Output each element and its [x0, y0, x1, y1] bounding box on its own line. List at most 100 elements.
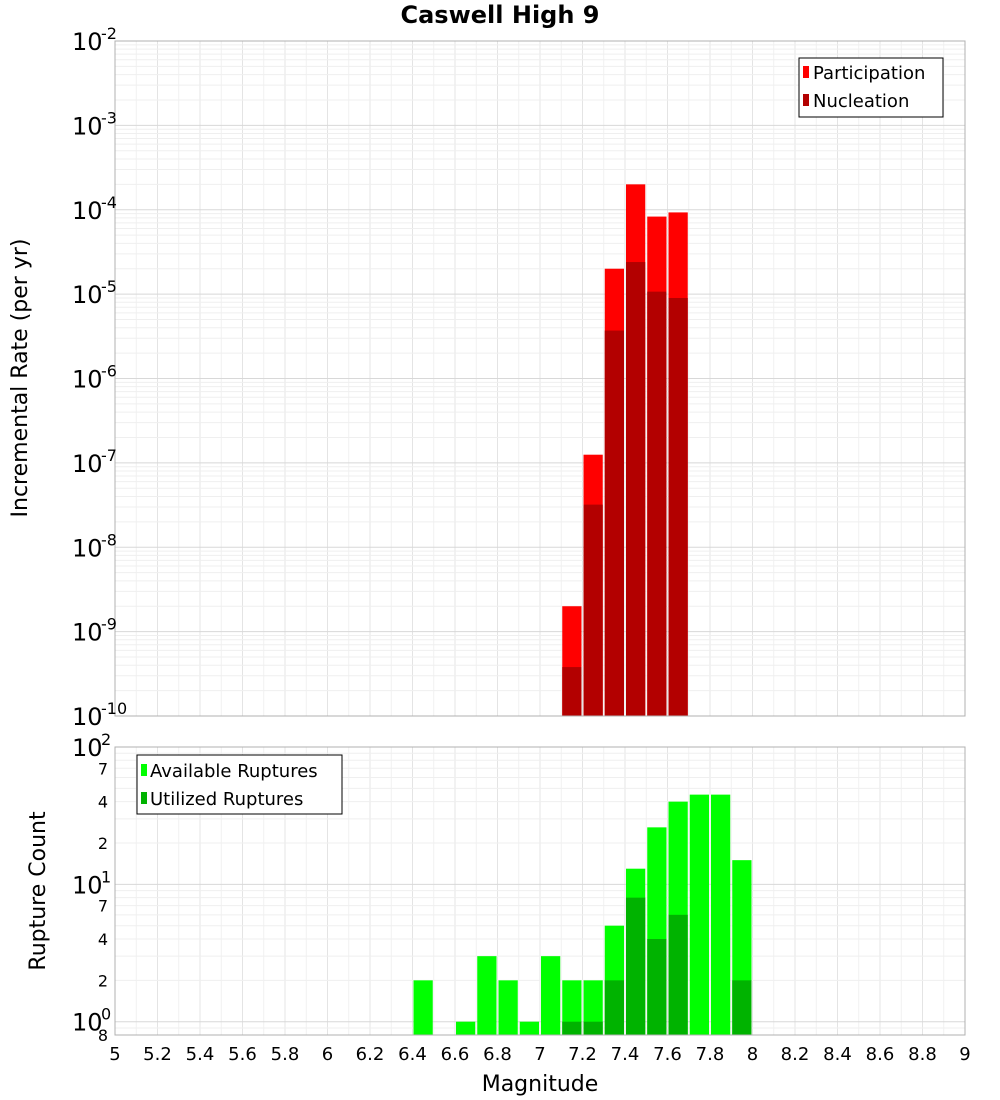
top-y-tick: 10-10 — [72, 699, 127, 731]
top-y-tick: 10-4 — [72, 193, 117, 225]
bottom-y-tick-exponent: 2 — [101, 730, 111, 749]
bottom-y-tick: 102 — [72, 730, 111, 762]
bottom-y-axis-label: Rupture Count — [26, 811, 51, 971]
bottom-y-tick: 4 — [98, 930, 108, 949]
x-tick-label: 8.6 — [866, 1044, 895, 1065]
bottom-y-tick: 100 — [72, 1005, 111, 1037]
top-y-tick: 10-2 — [72, 24, 117, 56]
utilized-ruptures-bar — [626, 897, 646, 1035]
bottom-y-tick: 4 — [98, 793, 108, 812]
x-tick-label: 8.8 — [908, 1044, 937, 1065]
top-y-tick: 10-8 — [72, 530, 117, 562]
bottom-y-tick-minor-label: 2 — [98, 971, 108, 990]
available-ruptures-bar — [583, 980, 603, 1035]
utilized-ruptures-legend-swatch — [141, 792, 147, 804]
bottom-y-tick-minor-label: 7 — [98, 897, 108, 916]
top-y-tick-base: 10 — [72, 366, 103, 394]
top-y-tick: 10-7 — [72, 446, 117, 478]
x-tick-label: 5 — [109, 1044, 120, 1065]
top-y-tick-base: 10 — [72, 703, 103, 731]
top-y-tick-exponent: -9 — [101, 615, 117, 634]
top-y-tick-exponent: -3 — [101, 108, 117, 127]
top-y-tick-exponent: -10 — [101, 699, 127, 718]
bottom-y-tick-exponent: 0 — [101, 1005, 111, 1024]
nucleation-legend-swatch — [803, 94, 809, 106]
top-y-tick-labels: 10-210-310-410-510-610-710-810-910-10 — [72, 24, 127, 731]
top-plot-grid — [114, 40, 966, 717]
x-tick-label: 7.8 — [696, 1044, 725, 1065]
bottom-y-tick-exponent: 1 — [101, 867, 111, 886]
x-tick-label: 6.4 — [398, 1044, 427, 1065]
available-ruptures-bar — [689, 794, 709, 1035]
bottom-y-tick: 7 — [98, 759, 108, 778]
bottom-y-tick-minor-label: 4 — [98, 930, 108, 949]
top-y-tick-base: 10 — [72, 450, 103, 478]
available-ruptures-bar — [541, 956, 561, 1035]
bottom-y-tick: 2 — [98, 834, 108, 853]
bottom-y-tick-base: 10 — [72, 871, 103, 899]
available-ruptures-bar — [711, 794, 731, 1035]
nucleation-bar — [626, 262, 646, 716]
bottom-y-tick-base: 10 — [72, 734, 103, 762]
x-tick-label: 6 — [322, 1044, 333, 1065]
available-ruptures-bar — [456, 1021, 476, 1035]
x-tick-label: 5.2 — [143, 1044, 172, 1065]
bottom-legend: Available Ruptures Utilized Ruptures — [136, 754, 343, 815]
bottom-y-tick-minor-label: 8 — [98, 1026, 108, 1045]
bottom-plot-bars — [413, 794, 752, 1035]
x-tick-label: 8.4 — [823, 1044, 852, 1065]
x-tick-label: 7 — [534, 1044, 545, 1065]
bottom-y-tick-minor-label: 2 — [98, 834, 108, 853]
available-ruptures-bar — [498, 980, 518, 1035]
utilized-ruptures-bar — [647, 939, 667, 1035]
bottom-y-tick: 2 — [98, 971, 108, 990]
x-tick-label: 7.2 — [568, 1044, 597, 1065]
x-axis-label: Magnitude — [482, 1072, 599, 1097]
nucleation-bar — [562, 667, 582, 716]
x-tick-label: 7.4 — [611, 1044, 640, 1065]
x-tick-label: 6.6 — [441, 1044, 470, 1065]
top-y-tick: 10-5 — [72, 277, 117, 309]
top-y-tick-exponent: -8 — [101, 530, 117, 549]
x-tick-label: 7.6 — [653, 1044, 682, 1065]
top-y-tick-exponent: -5 — [101, 277, 117, 296]
top-y-axis-label: Incremental Rate (per yr) — [8, 239, 33, 518]
bottom-y-tick-minor-label: 7 — [98, 759, 108, 778]
available-ruptures-bar — [562, 980, 582, 1035]
available-ruptures-bar — [413, 980, 433, 1035]
available-ruptures-legend-swatch — [141, 764, 147, 776]
top-y-tick: 10-9 — [72, 615, 117, 647]
bottom-y-tick-base: 10 — [72, 1009, 103, 1037]
utilized-ruptures-bar — [604, 980, 624, 1035]
top-y-tick: 10-6 — [72, 362, 117, 394]
x-tick-label: 5.6 — [228, 1044, 257, 1065]
participation-legend-swatch — [803, 66, 809, 78]
top-plot-bars — [562, 184, 688, 717]
utilized-ruptures-bar — [583, 1021, 603, 1035]
x-tick-label: 8.2 — [781, 1044, 810, 1065]
top-y-tick-base: 10 — [72, 28, 103, 56]
bottom-y-tick: 7 — [98, 897, 108, 916]
nucleation-bar — [583, 504, 603, 716]
x-tick-labels: 5 5.2 5.4 5.6 5.8 6 6.2 6.4 6.6 6.8 7 7.2 7.4 7.6 7.8 8… — [109, 1044, 970, 1065]
bottom-plot-frame — [114, 746, 966, 1036]
utilized-ruptures-legend-label: Utilized Ruptures — [150, 789, 303, 810]
x-tick-label: 5.4 — [186, 1044, 215, 1065]
nucleation-bar — [604, 330, 624, 716]
top-y-tick: 10-3 — [72, 108, 117, 140]
top-y-tick-exponent: -6 — [101, 362, 117, 381]
top-y-tick-base: 10 — [72, 197, 103, 225]
top-y-tick-base: 10 — [72, 112, 103, 140]
participation-legend-label: Participation — [813, 63, 925, 84]
top-y-tick-exponent: -4 — [101, 193, 117, 212]
available-ruptures-legend-label: Available Ruptures — [150, 761, 318, 782]
top-y-tick-exponent: -7 — [101, 446, 117, 465]
bottom-y-tick-minor-label: 4 — [98, 793, 108, 812]
x-tick-label: 6.8 — [483, 1044, 512, 1065]
top-y-tick-base: 10 — [72, 619, 103, 647]
utilized-ruptures-bar — [668, 914, 688, 1035]
x-tick-label: 5.8 — [271, 1044, 300, 1065]
